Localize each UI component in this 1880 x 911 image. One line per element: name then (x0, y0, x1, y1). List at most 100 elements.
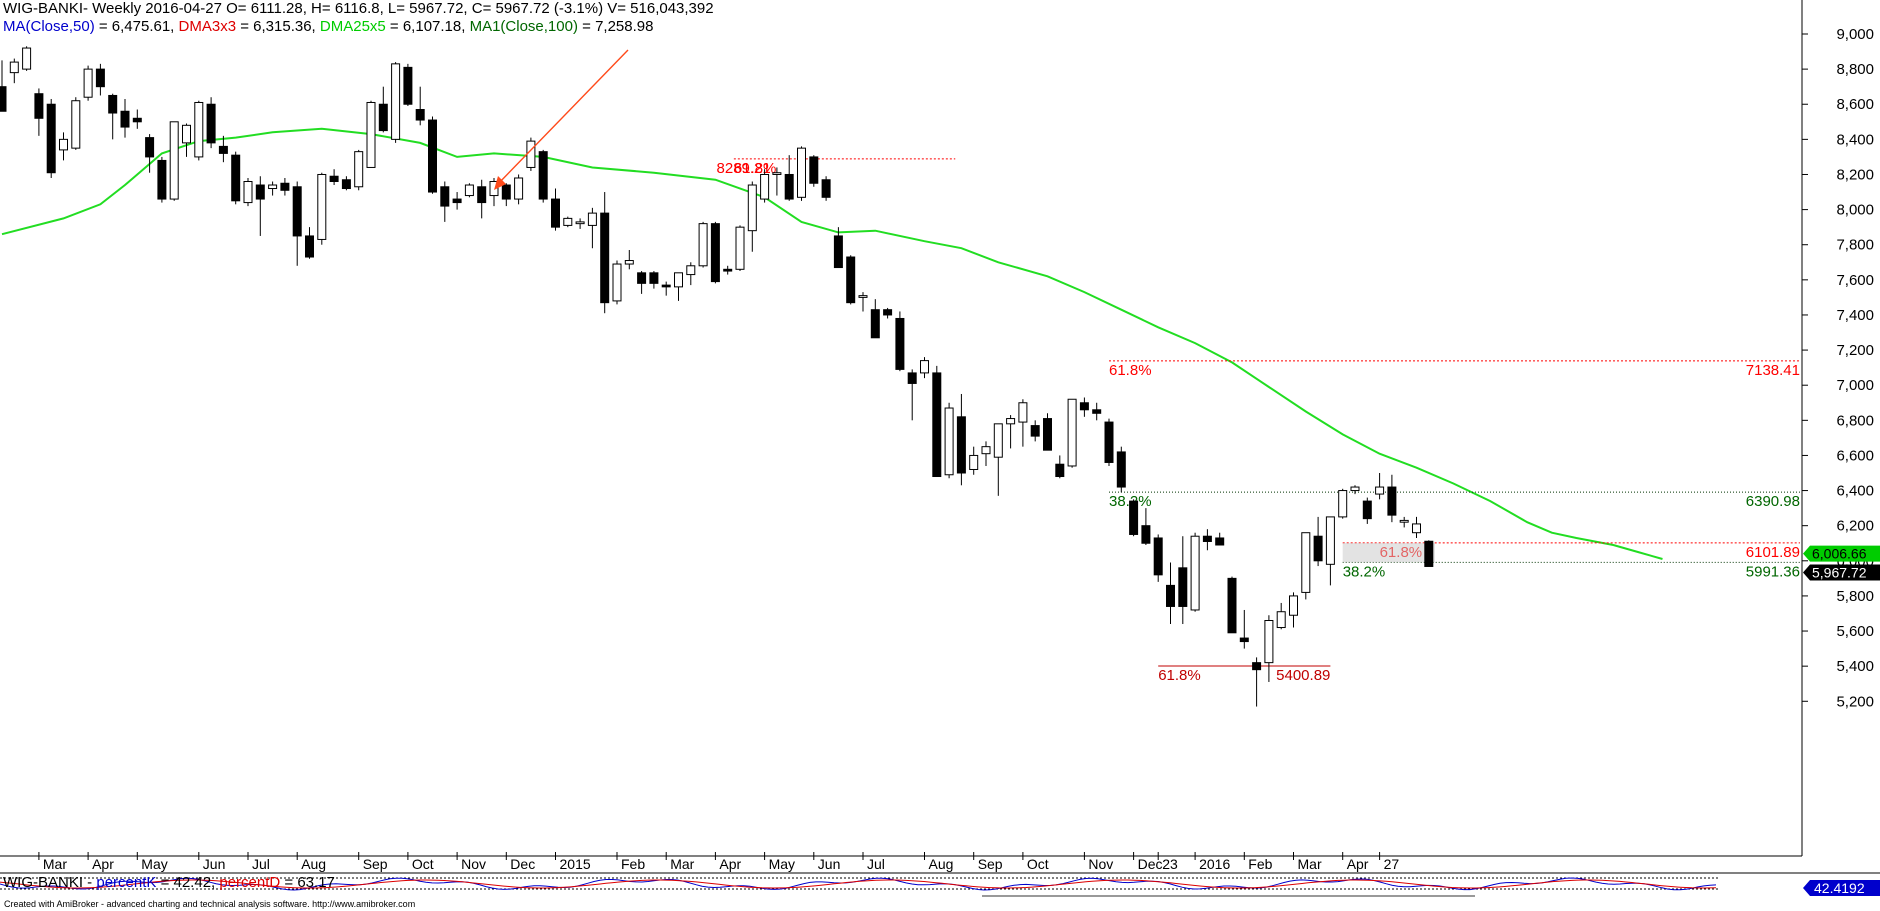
candle-body (1252, 662, 1262, 671)
candle-body (22, 47, 32, 70)
candle-body (1264, 620, 1274, 664)
candle-body (391, 63, 401, 140)
axes (0, 0, 1880, 874)
candle-body (1202, 535, 1212, 542)
fib-value-label: 6101.89 (1746, 544, 1800, 561)
ma100-value: = 7,258.98 (577, 18, 654, 35)
candle-body (218, 145, 228, 154)
chart-title: WIG-BANKI- Weekly 2016-04-27 O= 6111.28,… (3, 0, 714, 17)
candle-body (649, 272, 659, 284)
x-axis-ticks: Mar Apr May Jun Jul Aug Sep Oct Nov Dec 2015 Feb Mar… (38, 852, 1400, 872)
x-tick-label: Feb (1248, 856, 1272, 872)
candle-body (108, 94, 118, 114)
candle-body (637, 272, 647, 284)
x-tick-label: Oct (412, 856, 434, 872)
x-tick-label: Mar (1298, 856, 1322, 872)
candle-body (1030, 425, 1040, 437)
footer-credit: Created with AmiBroker - advanced charti… (4, 899, 416, 909)
candle-body (956, 416, 966, 474)
oscillator-value-tag (1803, 880, 1880, 896)
x-tick-label: 27 (1384, 856, 1400, 872)
candle-body (1043, 418, 1052, 451)
fib-value-label: 6390.98 (1746, 493, 1800, 510)
candle-body (9, 61, 19, 74)
y-tick-label: 8,000 (1836, 202, 1874, 219)
dma3-label: DMA3x3 (178, 18, 237, 35)
ma-label: MA(Close,50) (3, 18, 95, 35)
candle-body (477, 186, 487, 204)
candle-body (907, 372, 917, 384)
dma25-value: = 6,107.18, (385, 18, 470, 35)
y-tick-label: 5,200 (1836, 693, 1874, 710)
candle-body (760, 173, 770, 200)
ma-line (1, 127, 1663, 560)
y-tick-label: 7,800 (1836, 237, 1874, 254)
y-tick-label: 6,800 (1836, 412, 1874, 429)
candle-body (255, 184, 265, 200)
candle-body (944, 407, 954, 476)
candle-body (280, 182, 290, 191)
candle-body (366, 101, 376, 168)
candle-body (846, 256, 856, 304)
candle-body (1350, 486, 1360, 492)
candle-body (587, 212, 597, 226)
candle-body (231, 154, 241, 202)
candle-body (317, 173, 327, 240)
candle-body (194, 101, 204, 158)
candle-body (932, 372, 942, 478)
price-tags: 6,006.66 5,967.72 (1803, 545, 1880, 581)
x-tick-label: 2016 (1199, 856, 1230, 872)
candle-body (403, 66, 413, 105)
x-tick-label: Oct (1027, 856, 1049, 872)
candle-body (1215, 537, 1225, 546)
x-tick-label: Apr (92, 856, 114, 872)
candle-body (59, 138, 68, 151)
y-tick-label: 6,400 (1836, 483, 1874, 500)
candle-body (132, 117, 142, 123)
price-tag (1803, 564, 1880, 581)
candle-body (169, 121, 179, 200)
candle-body (145, 137, 155, 158)
candle-body (895, 317, 905, 370)
candle-body (1141, 525, 1151, 544)
candle-body (206, 103, 216, 144)
candle-body (428, 119, 437, 193)
candle-body (157, 159, 167, 200)
candle-body (870, 309, 880, 339)
dma3-value: = 6,315.36, (236, 18, 320, 35)
candle-body (354, 151, 364, 188)
candle-body (1166, 584, 1175, 607)
oscillator-panel: 42.4192 (0, 877, 1880, 897)
y-tick-label: 8,200 (1836, 166, 1874, 183)
candle-body (686, 265, 696, 276)
fib-value-label: 8289.21 (717, 160, 771, 177)
candle-body (1018, 402, 1028, 423)
candle-body (1116, 451, 1126, 488)
candle-body (969, 454, 979, 470)
candle-body (1129, 500, 1139, 535)
candle-body (809, 156, 819, 184)
osc-d-value: = 63.17 (280, 874, 335, 891)
candle-body (1067, 398, 1077, 467)
candle-body (1412, 523, 1421, 534)
price-tag (1803, 545, 1880, 562)
y-tick-label: 5,400 (1836, 658, 1874, 675)
x-tick-label: Sep (363, 856, 388, 872)
candle-body (83, 68, 93, 98)
y-tick-label: 7,600 (1836, 272, 1874, 289)
candle-body (1006, 418, 1016, 425)
y-tick-label: 8,400 (1836, 131, 1874, 148)
candle-body (1387, 486, 1397, 516)
candle-body (1055, 463, 1065, 478)
candle-body (797, 147, 806, 198)
candle-body (920, 360, 929, 374)
candle-body (514, 177, 524, 200)
osc-k-label: percentK (96, 874, 157, 891)
osc-k-value: = 42.42, (156, 874, 220, 891)
price-tag-label: 6,006.66 (1812, 546, 1867, 562)
x-tick-label: Jun (203, 856, 226, 872)
y-tick-label: 7,000 (1836, 377, 1874, 394)
candle-body (378, 103, 388, 132)
candle-body (784, 173, 794, 200)
